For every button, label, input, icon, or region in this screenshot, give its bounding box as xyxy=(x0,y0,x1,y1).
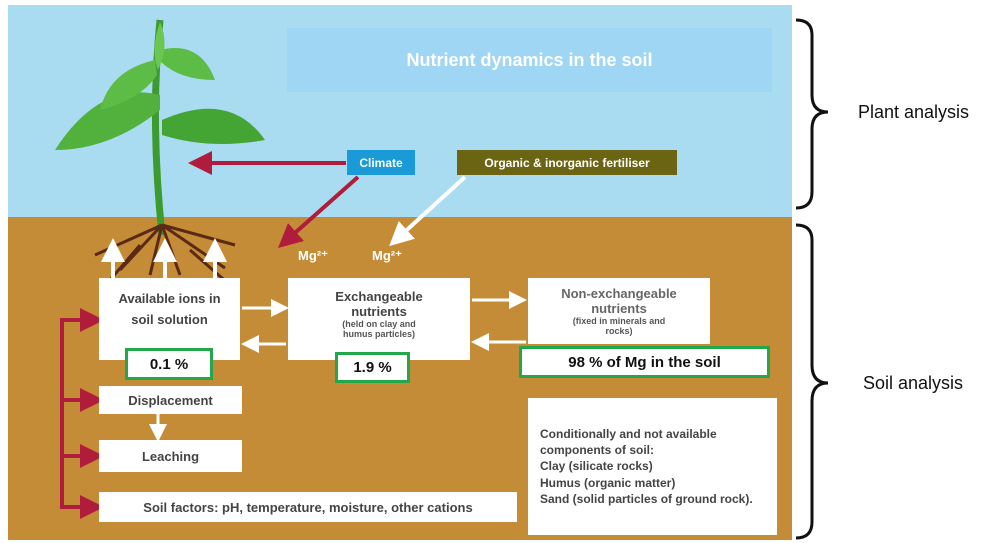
climate: Climate xyxy=(347,150,415,175)
heading: Conditionally and not available componen… xyxy=(540,427,717,458)
item: Humus (organic matter) xyxy=(540,475,676,490)
share: 98 % of Mg in the soil xyxy=(519,346,770,378)
share: 0.1 % xyxy=(125,348,213,380)
process: Displacement xyxy=(99,386,242,414)
pool-exchangeable: Exchangeable nutrients (held on clay and … xyxy=(288,278,470,360)
pool-non-exchangeable: Non-exchangeable nutrients (fixed in mine… xyxy=(528,278,710,344)
brackets xyxy=(795,18,829,540)
title: Nutrient dynamics in the soil xyxy=(287,28,772,92)
arrows xyxy=(60,151,527,519)
label: Non-exchangeable nutrients xyxy=(561,286,677,316)
note: (held on clay and humus particles) xyxy=(342,319,416,339)
label: Available ions in soil solution xyxy=(118,291,221,327)
bracket-label: Soil analysis xyxy=(863,373,964,393)
plant xyxy=(55,19,265,287)
item: Sand (solid particles of ground rock). xyxy=(540,491,753,506)
note: (fixed in minerals and rocks) xyxy=(572,316,666,336)
ion: Mg²⁺ xyxy=(372,248,402,263)
bracket-label: Plant analysis xyxy=(858,102,970,122)
fertiliser: Organic & inorganic fertiliser xyxy=(457,150,677,175)
share: 1.9 % xyxy=(335,352,410,383)
pool-available: Available ions in soil solution xyxy=(99,278,240,360)
factors: Soil factors: pH, temperature, moisture,… xyxy=(99,492,517,522)
components: Conditionally and not available componen… xyxy=(528,398,777,535)
ion: Mg²⁺ xyxy=(298,248,328,263)
label: Exchangeable nutrients xyxy=(335,289,423,319)
process: Leaching xyxy=(99,440,242,472)
item: Clay (silicate rocks) xyxy=(540,459,653,474)
